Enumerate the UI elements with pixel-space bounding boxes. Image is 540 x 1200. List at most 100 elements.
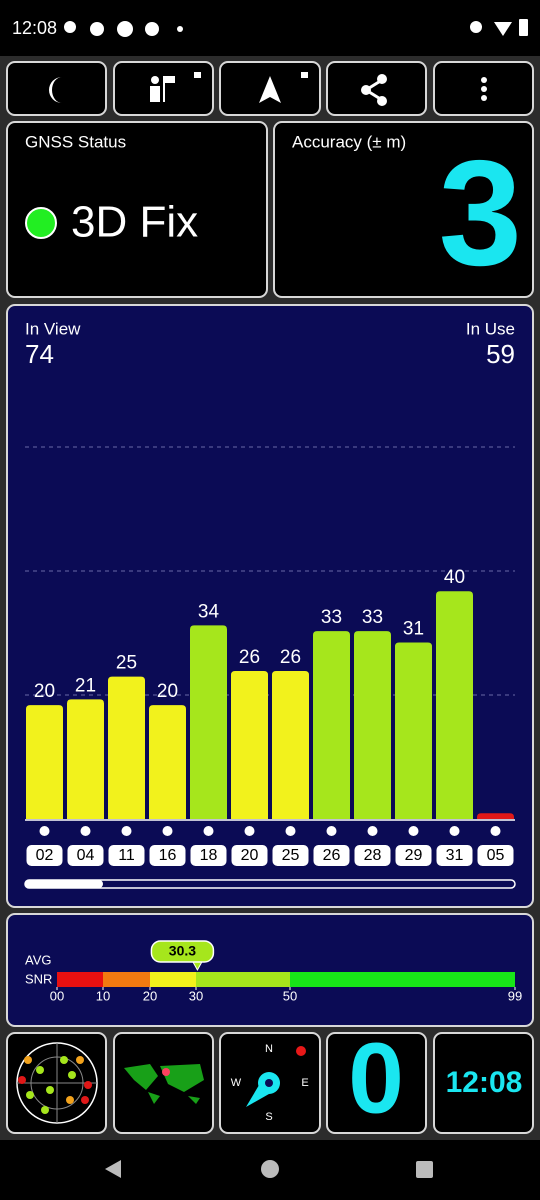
bars: 20 02 21 04 25 11 20 16 34 18 26 20 26 25 33 26 33 28 31 29… bbox=[26, 567, 514, 866]
snr-label: SNR bbox=[25, 971, 52, 986]
snr-marker-pill bbox=[150, 940, 215, 963]
x-tick-label: 18 bbox=[200, 847, 218, 864]
status-icons bbox=[64, 19, 528, 37]
world-map bbox=[124, 1064, 204, 1104]
gnss-status-title: GNSS Status bbox=[25, 132, 126, 151]
accuracy-value: 3 bbox=[439, 129, 522, 297]
bar bbox=[313, 631, 350, 819]
arrow-icon bbox=[259, 72, 308, 103]
in-use-dot bbox=[326, 826, 337, 836]
snr-segment bbox=[57, 972, 103, 987]
x-tick-label: 26 bbox=[323, 847, 341, 864]
value-label: 33 bbox=[321, 607, 342, 628]
bar bbox=[108, 676, 145, 819]
in-use-dot bbox=[203, 826, 214, 836]
snr-value: 30.3 bbox=[169, 943, 196, 959]
category-pill bbox=[354, 845, 391, 866]
compass-e: E bbox=[301, 1077, 308, 1089]
in-use-dot bbox=[121, 826, 132, 836]
clock-value: 12:08 bbox=[446, 1066, 523, 1099]
in-use-dot bbox=[449, 826, 460, 836]
x-tick-label: 29 bbox=[405, 847, 423, 864]
category-pill bbox=[272, 845, 309, 866]
category-pill bbox=[108, 845, 145, 866]
snr-segment bbox=[290, 972, 515, 987]
back-button[interactable] bbox=[105, 1160, 121, 1178]
category-pill bbox=[395, 845, 432, 866]
in-use-dot bbox=[80, 826, 91, 836]
in-use-value: 59 bbox=[486, 339, 515, 369]
compass-n: N bbox=[265, 1043, 273, 1055]
bar bbox=[67, 699, 104, 819]
avg-label: AVG bbox=[25, 952, 52, 967]
value-label: 21 bbox=[75, 675, 96, 696]
in-view-value: 74 bbox=[25, 339, 54, 369]
category-pill bbox=[477, 845, 514, 866]
count-value: 0 bbox=[348, 1022, 404, 1134]
x-tick-label: 02 bbox=[36, 847, 54, 864]
value-label: 31 bbox=[403, 618, 424, 639]
category-pill bbox=[313, 845, 350, 866]
bar bbox=[395, 642, 432, 819]
snr-tick-label: 10 bbox=[96, 988, 110, 1003]
compass-w: W bbox=[231, 1077, 242, 1089]
clock-tile[interactable] bbox=[433, 1032, 534, 1134]
snr-tick-label: 99 bbox=[508, 988, 522, 1003]
night-mode-button[interactable] bbox=[6, 61, 107, 116]
x-tick-label: 16 bbox=[159, 847, 177, 864]
value-label: 33 bbox=[362, 607, 383, 628]
x-tick-label: 05 bbox=[487, 847, 505, 864]
category-pill bbox=[190, 845, 227, 866]
snr-tick-label: 50 bbox=[283, 988, 297, 1003]
value-label: 20 bbox=[157, 681, 178, 702]
snr-tile bbox=[6, 913, 534, 1027]
share-icon bbox=[361, 74, 387, 106]
bar bbox=[231, 670, 268, 819]
x-tick-label: 11 bbox=[118, 847, 135, 864]
bar bbox=[272, 670, 309, 819]
category-pill bbox=[26, 845, 63, 866]
map-tile[interactable] bbox=[113, 1032, 214, 1134]
value-label: 26 bbox=[280, 647, 301, 668]
category-pill bbox=[67, 845, 104, 866]
accuracy-title: Accuracy (± m) bbox=[292, 132, 406, 151]
compass-dot bbox=[296, 1046, 306, 1056]
snr-segment bbox=[103, 972, 150, 987]
snr-tick-label: 30 bbox=[189, 988, 203, 1003]
sky-plot bbox=[16, 1042, 98, 1124]
gnss-status-tile bbox=[6, 121, 268, 298]
recents-button[interactable] bbox=[416, 1161, 433, 1178]
category-pill bbox=[436, 845, 473, 866]
snr-segment bbox=[150, 972, 196, 987]
toolbar bbox=[6, 61, 534, 116]
category-pill bbox=[149, 845, 186, 866]
in-use-dot bbox=[408, 826, 419, 836]
menu-icon bbox=[481, 77, 487, 101]
value-label: 26 bbox=[239, 647, 260, 668]
fix-indicator bbox=[25, 207, 57, 239]
value-label: 40 bbox=[444, 567, 465, 588]
value-label: 34 bbox=[198, 601, 220, 622]
value-label: 20 bbox=[34, 681, 55, 702]
bar bbox=[190, 625, 227, 819]
person-flag-icon bbox=[150, 72, 201, 102]
status-bar bbox=[0, 0, 540, 56]
in-use-dot bbox=[367, 826, 378, 836]
count-tile[interactable] bbox=[326, 1032, 427, 1134]
compass-needle bbox=[246, 1072, 280, 1107]
value-label: 25 bbox=[116, 653, 137, 674]
share-button[interactable] bbox=[326, 61, 427, 116]
x-tick-label: 28 bbox=[364, 847, 382, 864]
x-tick-label: 31 bbox=[446, 847, 464, 864]
bar bbox=[354, 631, 391, 819]
in-use-dot bbox=[285, 826, 296, 836]
home-button[interactable] bbox=[261, 1160, 279, 1178]
in-use-dot bbox=[162, 826, 173, 836]
bar bbox=[436, 591, 473, 819]
fix-text: 3D Fix bbox=[71, 198, 198, 247]
x-tick-label: 20 bbox=[241, 847, 259, 864]
scroll-thumb[interactable] bbox=[25, 880, 103, 888]
x-tick-label: 25 bbox=[282, 847, 300, 864]
